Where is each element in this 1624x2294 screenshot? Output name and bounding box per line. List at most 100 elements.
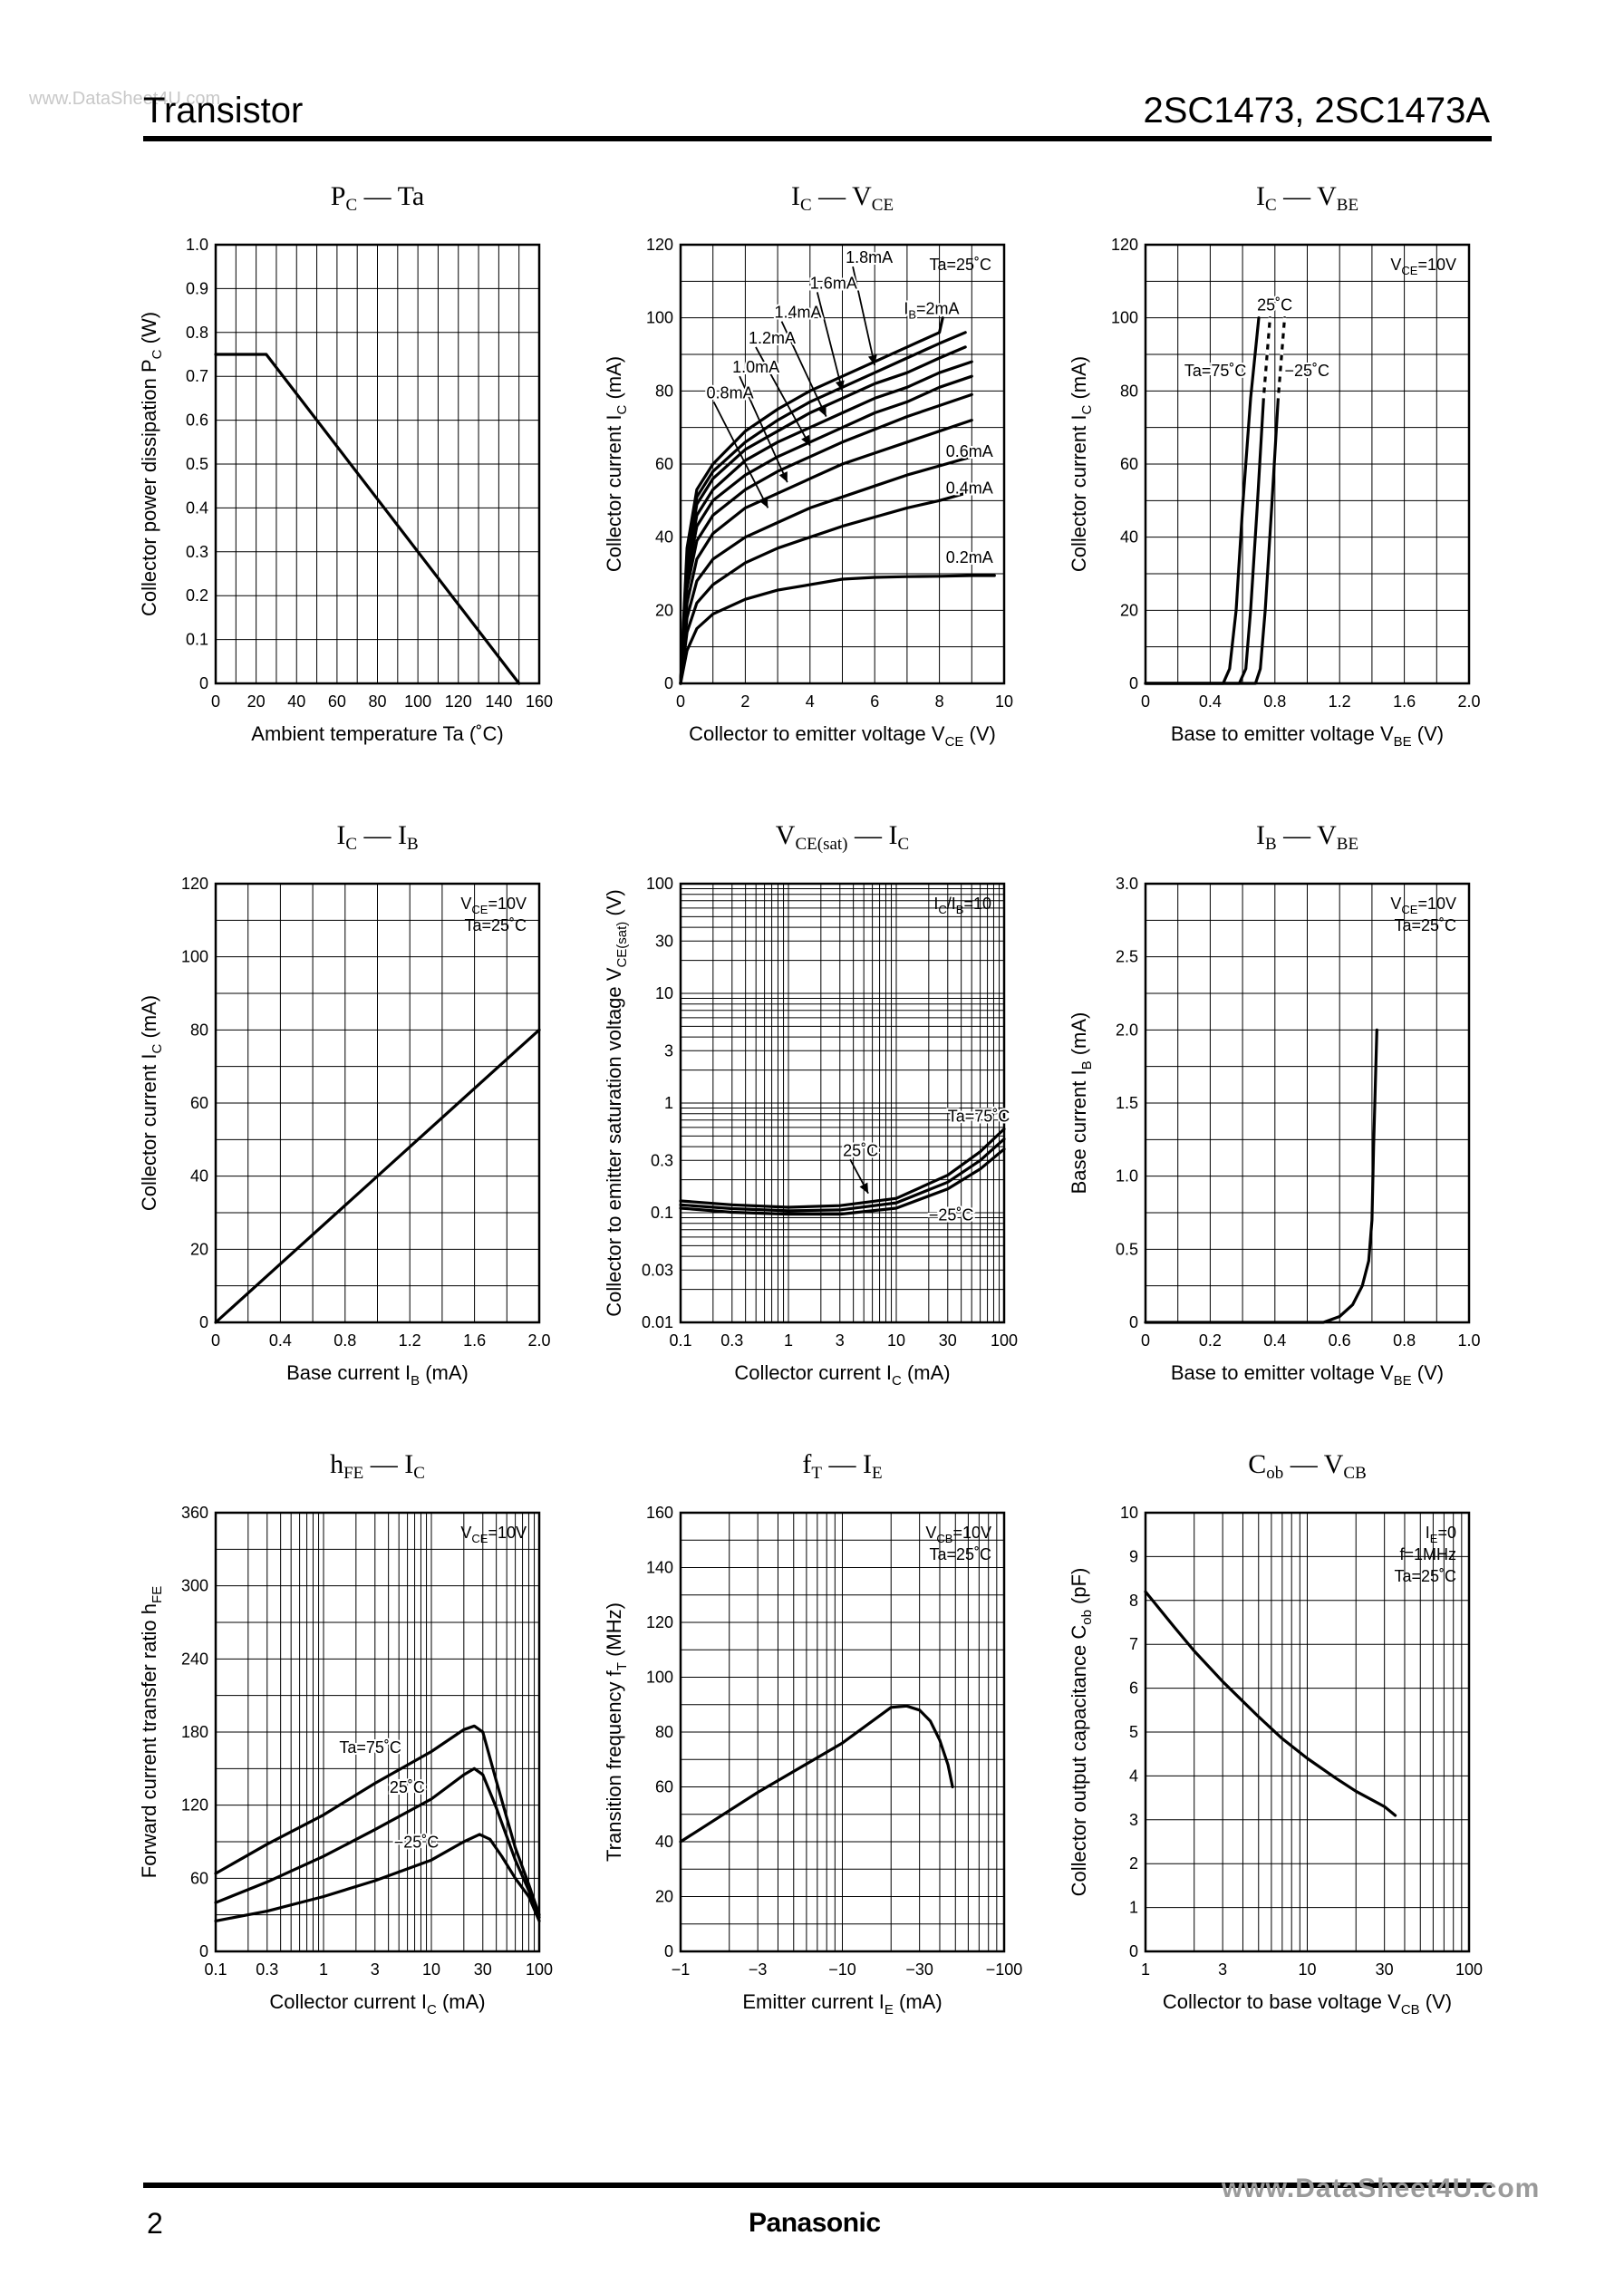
x-tick-label: 0.8 (334, 1331, 356, 1350)
series-I_B=0.4mA (679, 489, 973, 685)
annotation-label: 0.8mA (707, 383, 754, 402)
x-tick-label: −100 (986, 1960, 1023, 1979)
x-tick-label: 0 (211, 692, 220, 711)
chart-title: VCE(sat) — IC (776, 820, 909, 854)
y-tick-label: 1 (664, 1094, 673, 1112)
y-tick-label: 60 (190, 1094, 208, 1112)
series-Cob (1144, 1590, 1397, 1817)
chart-note: Ta=25˚C (464, 916, 527, 934)
x-tick-label: 30 (939, 1331, 957, 1350)
x-tick-label: 160 (526, 692, 553, 711)
y-tick-label: 0 (1129, 1313, 1138, 1331)
annotation-label: 0.2mA (946, 548, 993, 566)
x-tick-label: 0 (211, 1331, 220, 1350)
y-axis-label: Collector current IC (mA) (1068, 356, 1095, 572)
annotation-arrow (852, 266, 876, 366)
y-axis-label: Transition frequency fT (MHz) (603, 1602, 630, 1862)
series-I_B=1.0mA (679, 392, 973, 685)
y-tick-label: 60 (190, 1869, 208, 1887)
series-−25˚C (679, 1147, 1006, 1216)
series-25˚C (214, 1766, 541, 1919)
chart-hfe-ic: hFE — IC 0.1 0.3 1 3 10 30 100 0 60 120 180 240 300 36… (138, 1449, 553, 2018)
x-axis-label: Base current IB (mA) (286, 1361, 469, 1389)
x-tick-label: 100 (404, 692, 431, 711)
y-tick-label: 60 (1120, 455, 1138, 473)
y-tick-label: 2 (1129, 1854, 1138, 1873)
y-axis-label: Collector current IC (mA) (603, 356, 630, 572)
annotation-label: 25˚C (390, 1778, 425, 1796)
y-tick-label: 1.0 (1116, 1167, 1138, 1186)
annotation-label: 1.8mA (846, 248, 893, 266)
x-tick-label: 80 (368, 692, 386, 711)
chart-note: Ta=25˚C (1394, 916, 1456, 934)
chart-note: IE=0 (1426, 1524, 1456, 1545)
x-tick-label: 30 (474, 1960, 492, 1979)
y-tick-label: 120 (181, 875, 208, 893)
series-fT (679, 1704, 954, 1844)
x-axis-label: Base to emitter voltage VBE (V) (1171, 1361, 1444, 1389)
y-tick-label: 0 (199, 1313, 208, 1331)
y-tick-label: 9 (1129, 1547, 1138, 1565)
annotation-label: Ta=75˚C (339, 1738, 401, 1757)
x-tick-label: 0.1 (669, 1331, 691, 1350)
x-tick-label: 100 (991, 1331, 1018, 1350)
y-tick-label: 40 (655, 528, 673, 547)
x-tick-label: 2.0 (527, 1331, 550, 1350)
y-tick-label: 0.1 (186, 631, 208, 649)
x-tick-label: 100 (1455, 1960, 1483, 1979)
x-tick-label: 0.4 (269, 1331, 292, 1350)
y-tick-label: 0 (1129, 1942, 1138, 1960)
x-tick-label: 0 (1141, 692, 1150, 711)
chart-title: Cob — VCB (1248, 1449, 1367, 1483)
x-tick-label: 0.8 (1263, 692, 1286, 711)
series-I_B=1.4mA (679, 360, 973, 685)
y-tick-label: 6 (1129, 1679, 1138, 1698)
series-dash-mask (1276, 317, 1287, 399)
y-tick-label: 10 (1120, 1504, 1138, 1522)
x-tick-label: 0.2 (1199, 1331, 1222, 1350)
y-tick-label: 120 (1111, 236, 1138, 254)
y-tick-label: 1.5 (1116, 1094, 1138, 1112)
y-tick-label: 0 (1129, 674, 1138, 692)
y-tick-label: 0.2 (186, 586, 208, 605)
y-tick-label: 0.03 (642, 1261, 673, 1279)
series-I_B=0.2mA (679, 574, 996, 685)
y-tick-label: 80 (655, 382, 673, 400)
annotation-arrowhead (817, 405, 826, 417)
y-tick-label: 180 (181, 1723, 208, 1741)
x-tick-label: 4 (806, 692, 815, 711)
series-−25˚C (214, 1833, 541, 1922)
chart-ic-vbe: IC — VBE 0 0.4 0.8 1.2 1.6 2.0 0 20 40 60 80 100 120 B… (1068, 181, 1481, 750)
series-25˚C (679, 1137, 1006, 1213)
x-tick-label: 0.8 (1393, 1331, 1416, 1350)
chart-note: IC/IB=10 (933, 895, 991, 916)
y-tick-label: 3 (664, 1041, 673, 1060)
chart-title: PC — Ta (331, 181, 424, 215)
x-tick-label: 1.6 (463, 1331, 486, 1350)
x-axis-label: Collector current IC (mA) (734, 1361, 950, 1389)
annotation-arrow (780, 321, 827, 417)
watermark-top: www.DataSheet4U.com (29, 89, 221, 109)
y-tick-label: 2.0 (1116, 1021, 1138, 1039)
x-tick-label: 1 (1141, 1960, 1150, 1979)
x-axis-label: Collector to base voltage VCB (V) (1163, 1990, 1452, 2018)
x-tick-label: −1 (672, 1960, 691, 1979)
y-tick-label: 80 (190, 1021, 208, 1039)
annotation-label: Ta=75˚C (1184, 362, 1247, 380)
x-tick-label: 0.3 (720, 1331, 743, 1350)
y-tick-label: 7 (1129, 1635, 1138, 1653)
annotation-arrowhead (867, 354, 877, 366)
y-tick-label: 40 (1120, 528, 1138, 547)
x-tick-label: 6 (870, 692, 879, 711)
x-tick-label: −3 (749, 1960, 768, 1979)
x-tick-label: 0.6 (1329, 1331, 1351, 1350)
series-Ta=75˚C (679, 1128, 1006, 1209)
y-tick-label: 0.01 (642, 1313, 673, 1331)
annotation-label: −25˚C (394, 1834, 440, 1852)
chart-note: VCE=10V (1390, 895, 1456, 916)
x-axis-label: Emitter current IE (mA) (742, 1990, 942, 2018)
plot-frame (1144, 1511, 1471, 1953)
x-tick-label: 0.4 (1263, 1331, 1286, 1350)
